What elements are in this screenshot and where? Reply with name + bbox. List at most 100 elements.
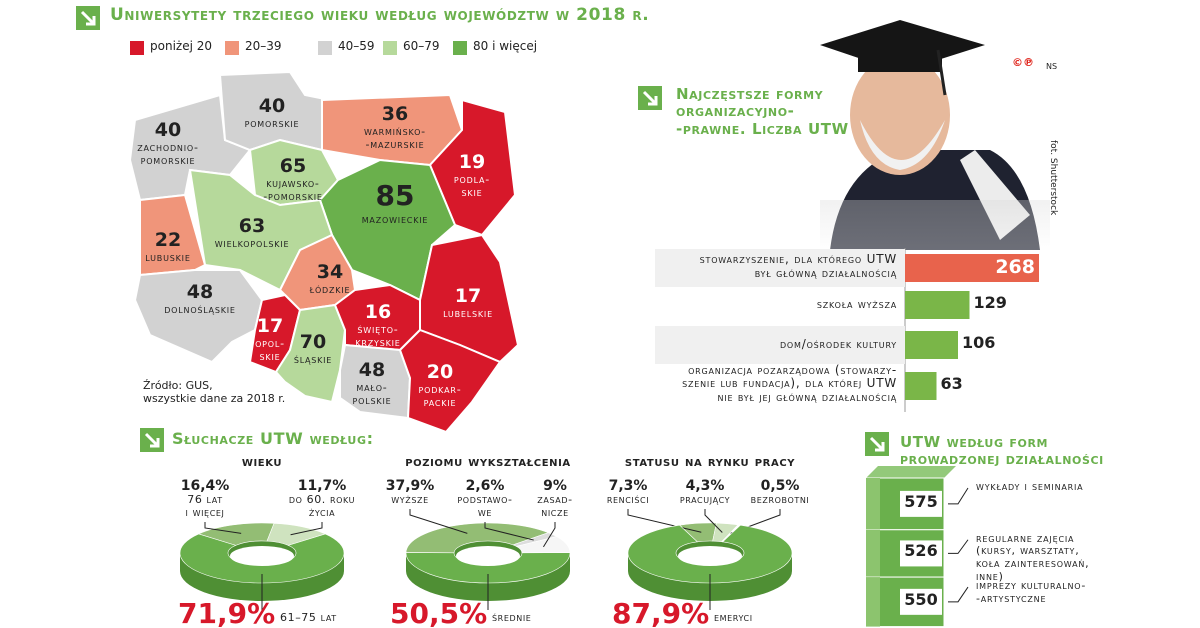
value-label: 575 bbox=[904, 491, 938, 511]
value-label: 9% bbox=[543, 478, 567, 494]
bar bbox=[905, 372, 937, 400]
category-label: szkoła wyższa bbox=[816, 296, 897, 311]
value-box bbox=[900, 540, 942, 567]
category-label: zasad- nicze bbox=[537, 493, 573, 519]
agency: NS bbox=[1046, 62, 1058, 71]
leader-line bbox=[409, 509, 468, 534]
region-value: 19 bbox=[458, 151, 486, 173]
region-name: śląskie bbox=[293, 353, 333, 366]
region-name: opol- skie bbox=[255, 337, 285, 363]
region-value: 17 bbox=[256, 315, 284, 337]
category-label: wyższe bbox=[391, 493, 429, 506]
heading-icon bbox=[638, 86, 662, 110]
bar bbox=[905, 331, 958, 359]
value-label: 11,7% bbox=[297, 478, 347, 494]
region-value: 22 bbox=[154, 229, 182, 251]
legend-label: 60–79 bbox=[403, 39, 440, 53]
region bbox=[139, 193, 207, 277]
value-label: 50,5% bbox=[390, 597, 488, 628]
cc-logo: ©℗ bbox=[1012, 56, 1034, 69]
segment-side bbox=[866, 478, 880, 530]
category-label: emeryci bbox=[714, 611, 753, 624]
region-value: 20 bbox=[426, 361, 454, 383]
row-band bbox=[655, 326, 905, 364]
region-name: kujawsko- -pomorskie bbox=[263, 177, 323, 203]
value-box bbox=[900, 588, 942, 615]
value-label: 16,4% bbox=[180, 478, 230, 494]
leader-line bbox=[704, 509, 723, 533]
region-name: podla- skie bbox=[453, 173, 491, 199]
row-band bbox=[655, 249, 905, 287]
region-value: 36 bbox=[381, 103, 409, 125]
value-label: 71,9% bbox=[178, 597, 276, 628]
donut-hole bbox=[456, 546, 520, 566]
source: Źródło: GUS, wszystkie dane za 2018 r. bbox=[143, 379, 286, 405]
donut-hole bbox=[230, 546, 294, 566]
donut-segment bbox=[405, 522, 550, 554]
category-label: podstawo- we bbox=[457, 493, 513, 519]
value-label: 7,3% bbox=[608, 478, 648, 494]
leader-line bbox=[948, 487, 969, 505]
region-name: wielkopolskie bbox=[214, 237, 290, 250]
bar bbox=[905, 254, 1039, 282]
region-value: 65 bbox=[279, 155, 307, 177]
region-value: 34 bbox=[316, 261, 344, 283]
legend-label: 40–59 bbox=[338, 39, 375, 53]
region-name: mazowieckie bbox=[361, 213, 429, 226]
region-value: 16 bbox=[364, 301, 392, 323]
legend-swatch bbox=[453, 41, 467, 55]
region-name: zachodnio- pomorskie bbox=[137, 141, 199, 167]
region-value: 48 bbox=[358, 359, 386, 381]
region-value: 63 bbox=[238, 215, 266, 237]
legend-label: 20–39 bbox=[245, 39, 282, 53]
category-label: 61–75 lat bbox=[280, 611, 337, 624]
region-value: 40 bbox=[258, 95, 286, 117]
value-label: 550 bbox=[904, 589, 938, 609]
legend-swatch bbox=[383, 41, 397, 55]
legend-swatch bbox=[318, 41, 332, 55]
value-label: 268 bbox=[995, 256, 1035, 278]
category-label: wykłady i seminaria bbox=[976, 480, 1084, 493]
region-value: 40 bbox=[154, 119, 182, 141]
chart-title: UTW według form prowadzonej działalności bbox=[900, 433, 1104, 469]
leader-line bbox=[948, 539, 969, 554]
chart-title: statusu na rynku pracy bbox=[624, 454, 796, 470]
category-label: stowarzyszenie, dla którego UTW był głów… bbox=[699, 252, 897, 280]
legend-swatch bbox=[225, 41, 239, 55]
value-label: 526 bbox=[904, 541, 938, 561]
leader-line bbox=[204, 522, 242, 534]
value-label: 106 bbox=[962, 333, 996, 352]
category-label: imprezy kulturalno- -artystyczne bbox=[976, 579, 1087, 605]
region-name: lubelskie bbox=[443, 307, 493, 320]
column-top bbox=[866, 466, 956, 478]
region-name: łódzkie bbox=[309, 283, 351, 296]
heading-icon bbox=[140, 428, 164, 452]
region-name: święto- krzyskie bbox=[355, 323, 401, 349]
value-box bbox=[900, 490, 942, 517]
region-name: dolnośląskie bbox=[164, 303, 236, 316]
segment-side bbox=[866, 577, 880, 627]
region-name: podkar- packie bbox=[418, 383, 462, 409]
region bbox=[133, 269, 264, 364]
chart-title: poziomu wykształcenia bbox=[405, 454, 571, 470]
region-value: 17 bbox=[454, 285, 482, 307]
category-label: dom/ośrodek kultury bbox=[779, 336, 897, 351]
bar bbox=[905, 291, 970, 319]
value-label: 87,9% bbox=[612, 597, 710, 628]
section-title: Słuchacze UTW według: bbox=[172, 429, 374, 448]
region bbox=[398, 328, 502, 434]
region bbox=[428, 98, 517, 237]
category-label: renciści bbox=[606, 493, 650, 506]
category-label: regularne zajęcia (kursy, warsztaty, koł… bbox=[976, 531, 1090, 583]
leader-line bbox=[543, 522, 556, 548]
value-label: 2,6% bbox=[465, 478, 505, 494]
main-title: Uniwersytety trzeciego wieku według woje… bbox=[110, 5, 650, 25]
value-label: 129 bbox=[973, 293, 1007, 312]
region-value: 48 bbox=[186, 281, 214, 303]
heading-icon bbox=[76, 6, 100, 30]
segment-side bbox=[866, 529, 880, 578]
value-label: 0,5% bbox=[760, 478, 800, 494]
heading-icon bbox=[865, 432, 889, 456]
region-name: mało- polskie bbox=[352, 381, 392, 407]
region-name: warmińsko- -mazurskie bbox=[364, 125, 426, 151]
